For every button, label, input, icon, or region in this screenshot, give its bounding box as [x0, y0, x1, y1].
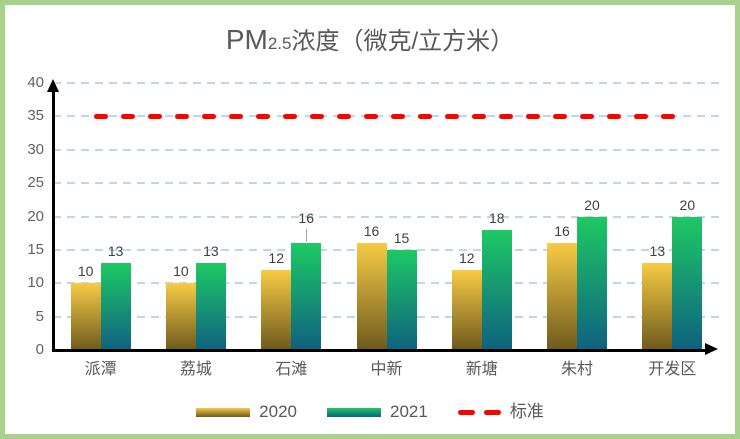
legend-label-standard: 标准	[509, 402, 544, 421]
reference-line-dash	[444, 113, 459, 119]
y-axis-label: 30	[27, 140, 44, 158]
bar-2021-中新	[386, 249, 417, 350]
y-axis	[51, 91, 55, 352]
y-axis-label: 40	[27, 74, 44, 91]
reference-line-dash	[93, 113, 108, 119]
y-axis-label: 15	[27, 240, 44, 258]
reference-line-dash	[606, 113, 621, 119]
bar-value-label: 12	[458, 249, 475, 266]
bar-value-label: 13	[203, 243, 219, 260]
y-axis-label: 25	[27, 174, 44, 192]
y-axis-label: 20	[27, 207, 44, 225]
label-leader-line	[306, 229, 308, 243]
x-axis-arrow-icon	[705, 343, 718, 355]
reference-line-dash	[660, 113, 675, 119]
bar-2020-朱村	[547, 243, 578, 350]
reference-line-dash	[174, 113, 189, 119]
reference-line-dash	[417, 113, 432, 119]
y-axis-label: 5	[35, 307, 44, 325]
bar-2020-荔城	[165, 283, 196, 350]
title-pm: PM	[225, 24, 268, 55]
reference-line-dash	[147, 113, 162, 119]
reference-line-dash	[552, 113, 567, 119]
legend-item-2020: 2020	[196, 401, 297, 423]
legend-item-standard: 标准	[457, 401, 544, 423]
category-label-荔城: 荔城	[179, 361, 212, 378]
bar-2021-荔城	[195, 263, 226, 350]
category-label-石滩: 石滩	[275, 361, 308, 378]
reference-line-dash	[633, 113, 648, 119]
bar-value-label: 13	[107, 243, 124, 260]
category-label-朱村: 朱村	[561, 361, 594, 378]
y-axis-label: 10	[27, 274, 44, 292]
red-dash-icon	[483, 409, 501, 415]
chart-title: PM2.5浓度（微克/立方米）	[5, 21, 735, 56]
category-label-中新: 中新	[370, 361, 403, 378]
bar-2021-开发区	[672, 216, 703, 350]
y-axis-arrow-icon	[46, 79, 59, 92]
bar-value-label: 20	[679, 196, 696, 213]
bar-2021-石滩	[291, 243, 322, 350]
legend-item-2021: 2021	[327, 401, 428, 423]
bar-value-label: 20	[584, 196, 600, 213]
bar-2021-派潭	[100, 263, 131, 350]
category-label-新塘: 新塘	[465, 361, 498, 378]
x-axis	[51, 349, 706, 352]
legend-label-2021: 2021	[390, 402, 428, 421]
bar-value-label: 13	[649, 243, 666, 260]
reference-line-dash	[228, 113, 243, 119]
bar-value-label: 15	[393, 229, 410, 246]
bar-value-label: 18	[488, 209, 505, 226]
red-dash-icon	[457, 409, 475, 415]
gridline	[53, 148, 720, 151]
bar-2020-石滩	[261, 269, 292, 350]
bar-value-label: 10	[77, 263, 94, 280]
legend-label-2020: 2020	[259, 402, 297, 421]
reference-line-dash	[201, 113, 216, 119]
bar-value-label: 16	[363, 223, 380, 240]
y-axis-label: 35	[27, 107, 44, 125]
bar-2021-朱村	[577, 216, 608, 350]
reference-line-dash	[309, 113, 324, 119]
legend-swatch-2021	[327, 407, 381, 417]
gridline	[53, 115, 720, 118]
reference-line-dash	[255, 113, 270, 119]
gridline	[53, 182, 720, 185]
reference-line-dash	[336, 113, 351, 119]
reference-line-dash	[120, 113, 135, 119]
bar-2021-新塘	[481, 229, 512, 350]
reference-line-dash	[471, 113, 486, 119]
gridline	[53, 82, 720, 84]
title-text: 浓度（微克/立方米）	[291, 28, 515, 55]
legend-swatch-2020	[196, 407, 251, 417]
legend: 2020 2021 标准	[5, 401, 735, 423]
reference-line-dash	[579, 113, 594, 119]
gridline	[53, 215, 720, 218]
bar-value-label: 10	[173, 263, 189, 280]
bar-value-label: 16	[298, 210, 314, 227]
bar-value-label: 16	[554, 223, 570, 240]
reference-line-dash	[390, 113, 405, 119]
category-label-派潭: 派潭	[84, 361, 117, 378]
title-subscript: 2.5	[267, 34, 292, 53]
reference-line-dash	[498, 113, 513, 119]
legend-swatch-standard-dashes	[457, 409, 501, 415]
reference-line-dash	[363, 113, 378, 119]
category-label-开发区: 开发区	[648, 361, 697, 378]
y-axis-label: 0	[35, 341, 44, 358]
bar-value-label: 12	[268, 249, 284, 266]
bar-2020-开发区	[642, 263, 673, 350]
reference-line-dash	[282, 113, 297, 119]
bar-2020-新塘	[451, 269, 482, 350]
bar-2020-派潭	[70, 283, 101, 350]
reference-line-dash	[525, 113, 540, 119]
plot-area: 0 5 10 15 20 25 30 35 40 10 10 12 16 12 16 13 13 13 16 15 18…	[5, 5, 735, 434]
bar-2020-中新	[356, 243, 387, 350]
